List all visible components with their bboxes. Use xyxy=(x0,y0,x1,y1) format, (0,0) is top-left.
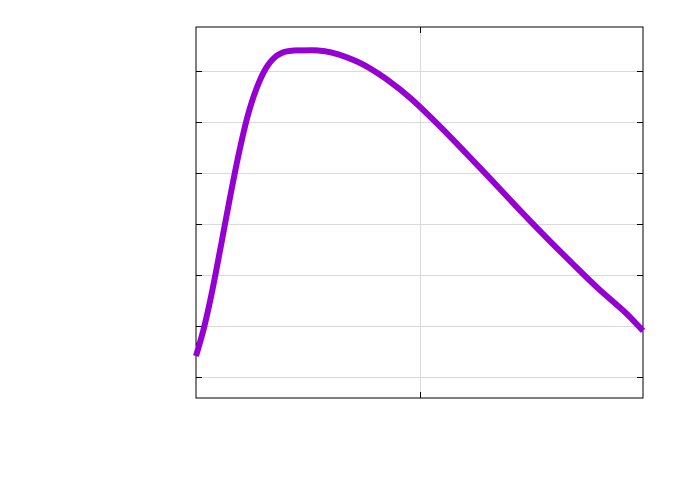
grid xyxy=(196,27,643,398)
plot-frame xyxy=(195,26,644,399)
series-line-1 xyxy=(193,47,646,357)
tick-marks xyxy=(196,27,643,398)
series-layer xyxy=(193,47,646,357)
